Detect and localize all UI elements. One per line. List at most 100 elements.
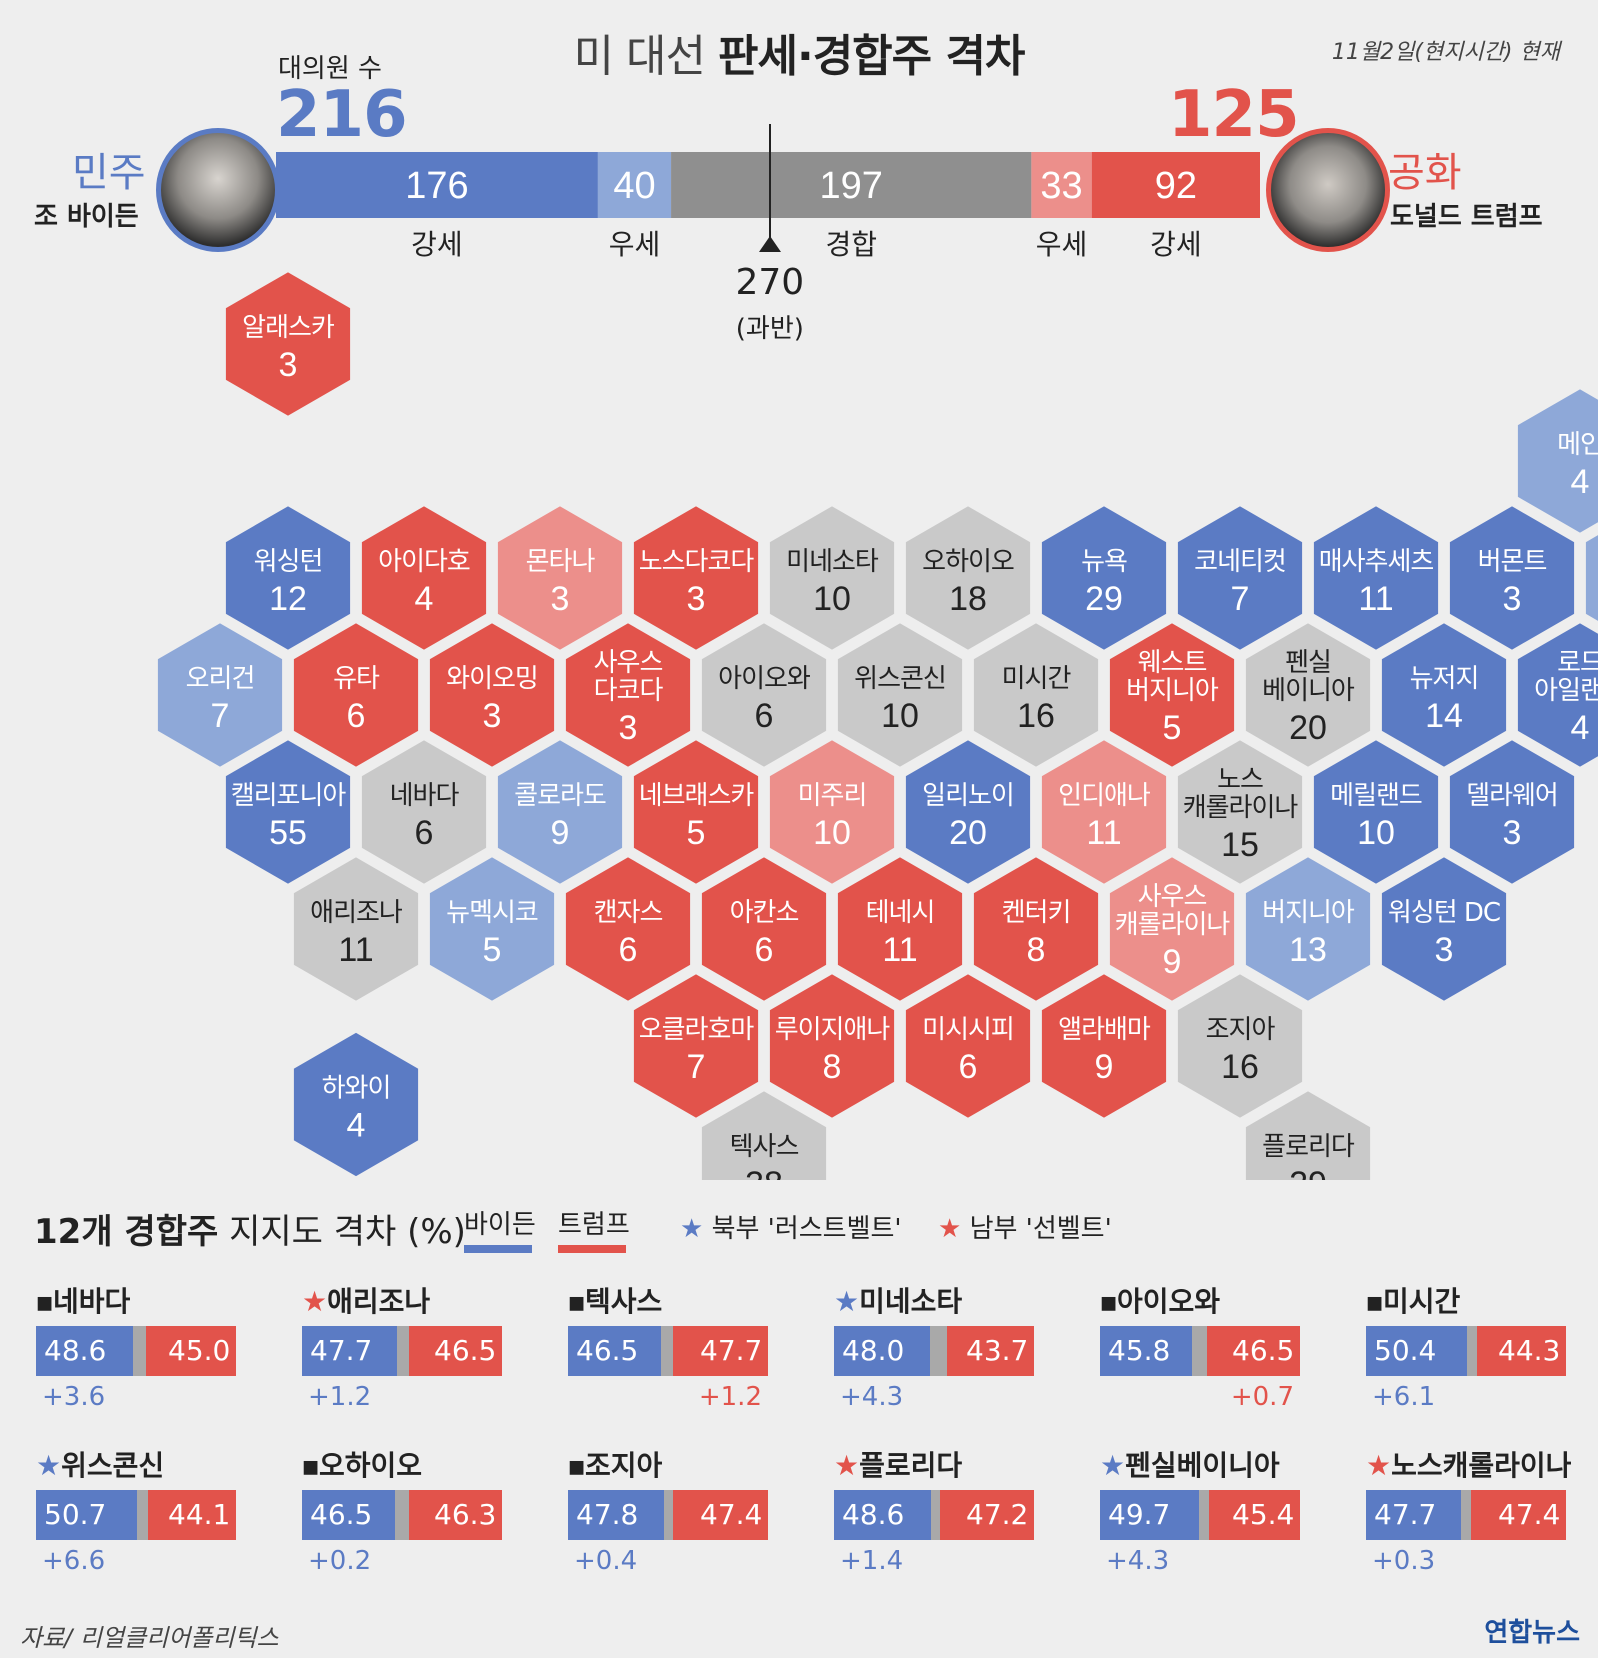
yonhap-logo: 연합뉴스 — [1484, 1618, 1580, 1648]
state-hex-shape — [629, 501, 763, 655]
state-name: 알래스카 — [242, 313, 335, 343]
poll-bar-undecided — [1199, 1490, 1210, 1540]
state-hex-shape — [1173, 501, 1307, 655]
legend-sunbelt-label: 남부 '선벨트' — [969, 1214, 1112, 1244]
state-hex-shape — [1173, 969, 1307, 1123]
poll-state-label: 위스콘신 — [61, 1449, 165, 1482]
ev-bar-value: 33 — [1040, 165, 1082, 207]
poll-value-trump: 44.3 — [1498, 1334, 1561, 1367]
state-ev: 3 — [1435, 931, 1454, 969]
state-ev: 3 — [687, 580, 706, 618]
state-name: 오리건 — [186, 664, 255, 694]
poll-value-biden: 50.7 — [44, 1498, 107, 1531]
state-name: 아칸소 — [730, 898, 799, 928]
dem-total: 216 — [276, 78, 408, 152]
square-icon: ■ — [1366, 1292, 1384, 1314]
state-ev: 9 — [1163, 943, 1182, 981]
state-name: 베이니아 — [1262, 676, 1355, 706]
state-hex-shape — [1377, 852, 1511, 1006]
poll-state-label: 애리조나 — [327, 1285, 431, 1318]
state-hex: 텍사스 38 — [697, 1086, 831, 1180]
ev-bar-segment — [597, 152, 672, 218]
poll-bar-biden — [834, 1326, 930, 1376]
state-hex-shape — [221, 267, 355, 421]
state-hex-shape — [1513, 384, 1598, 538]
poll-bar-undecided — [661, 1326, 673, 1376]
state-hex-shape — [901, 969, 1035, 1123]
state-hex-shape — [221, 501, 355, 655]
poll-value-biden: 47.7 — [1374, 1498, 1437, 1531]
ev-bar-segment — [276, 152, 598, 218]
poll-value-trump: 46.3 — [434, 1498, 497, 1531]
state-name: 몬타나 — [526, 547, 596, 577]
majority-value: 270 — [735, 262, 805, 303]
state-hex-shape — [969, 618, 1103, 772]
poll-margin: +0.7 — [1230, 1382, 1294, 1412]
state-ev: 12 — [269, 580, 307, 618]
poll-bar-trump — [147, 1490, 236, 1540]
blue-star-icon: ★ — [834, 1285, 860, 1318]
state-ev: 5 — [1163, 709, 1182, 747]
electoral-votes-label: 대의원 수 — [278, 54, 382, 84]
legend-biden-swatch — [464, 1245, 532, 1253]
poll-bar-trump — [146, 1326, 236, 1376]
title-light: 미 대선 — [573, 31, 706, 82]
ev-bar-segment — [1091, 152, 1260, 218]
date-label: 11월2일(현지시간) 현재 — [1331, 40, 1560, 65]
state-hex: 워싱턴 DC3 — [1377, 852, 1511, 1006]
red-star-icon: ★ — [834, 1449, 860, 1482]
page-title: 미 대선 판세·경합주 격차 — [0, 20, 1598, 84]
poll-state-name: ★노스캐롤라이나 — [1366, 1444, 1571, 1484]
state-hex-shape — [1377, 618, 1511, 772]
state-ev: 3 — [483, 697, 502, 735]
state-name: 다코다 — [594, 676, 664, 706]
state-ev: 7 — [1231, 580, 1250, 618]
poll-state-label: 펜실베이니아 — [1125, 1449, 1280, 1482]
legend-biden-label: 바이든 — [464, 1210, 536, 1240]
state-hex-shape — [1513, 618, 1598, 772]
state-name: 메인 — [1557, 430, 1598, 460]
poll-margin: +3.6 — [42, 1382, 106, 1412]
state-name: 캘리포니아 — [231, 781, 347, 811]
legend-rustbelt: ★ 북부 '러스트벨트' — [680, 1208, 902, 1245]
poll-state-name: ★위스콘신 — [36, 1444, 164, 1484]
poll-value-trump: 47.4 — [1498, 1498, 1561, 1531]
polls-title-light: 지지도 격차 (%) — [229, 1212, 466, 1252]
state-name: 코네티컷 — [1194, 547, 1286, 577]
poll-value-trump: 45.0 — [168, 1334, 231, 1367]
poll-bar-trump — [672, 1326, 768, 1376]
dem-candidate-name: 조 바이든 — [34, 202, 139, 232]
state-ev: 3 — [1503, 814, 1522, 852]
state-name: 앨라배마 — [1058, 1015, 1151, 1045]
poll-state-name: ■아이오와 — [1100, 1280, 1220, 1320]
square-icon: ■ — [36, 1292, 54, 1314]
poll-value-biden: 49.7 — [1108, 1498, 1171, 1531]
poll-bar-biden — [568, 1490, 664, 1540]
state-hex: 플로리다 29 — [1241, 1086, 1375, 1180]
state-ev: 16 — [1017, 697, 1055, 735]
state-ev: 11 — [338, 931, 373, 969]
legend-rustbelt-label: 북부 '러스트벨트' — [711, 1214, 902, 1244]
ev-bar-label: 우세 — [1036, 228, 1088, 260]
poll-bar-undecided — [930, 1326, 947, 1376]
state-hex-shape — [1037, 501, 1171, 655]
state-hex-shape — [1581, 530, 1598, 626]
state-name: 아이오와 — [718, 664, 811, 694]
source-label: 자료/ 리얼클리어폴리틱스 — [20, 1624, 279, 1652]
poll-state-name: ★미네소타 — [834, 1280, 962, 1320]
state-name: 뉴저지 — [1410, 664, 1479, 694]
